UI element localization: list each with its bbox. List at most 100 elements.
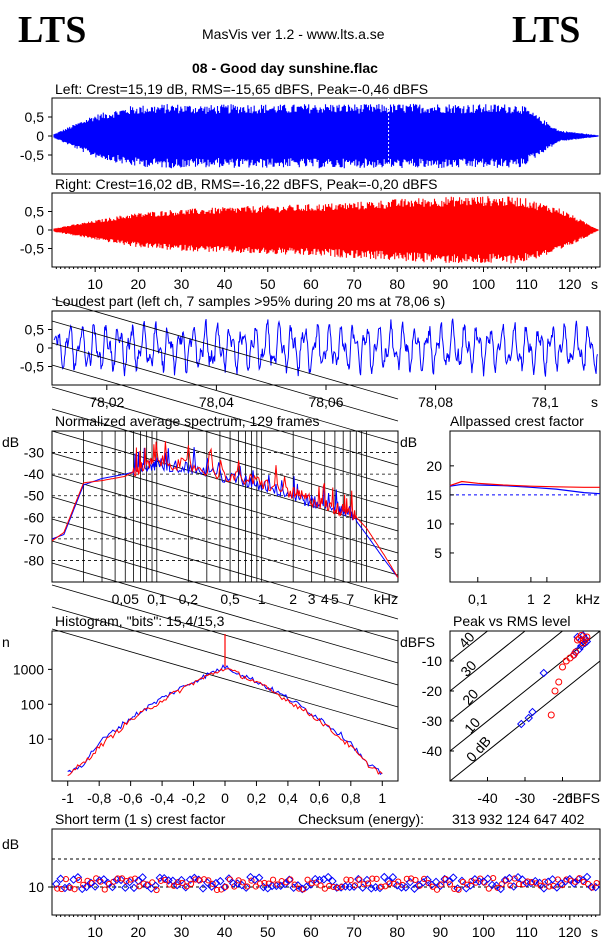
short-term-point-right <box>179 879 186 887</box>
short-term-point-right <box>118 875 126 882</box>
spectrum-ytick-label: -60 <box>24 509 44 525</box>
short-term-xtick-label: 110 <box>515 924 538 940</box>
short-term-point-left <box>86 878 96 888</box>
short-term-point-right <box>239 879 246 886</box>
short-term-point-right <box>373 875 380 882</box>
peak-rms-ylabel: dBFS <box>400 634 435 650</box>
short-term-point-left <box>500 875 510 885</box>
crest-xunit: kHz <box>576 591 600 607</box>
short-term-point-right <box>351 882 359 889</box>
spectrum-xtick-label: 3 <box>308 591 316 607</box>
short-term-point-right <box>326 882 333 890</box>
loudest-part-xtick-label: 78,04 <box>199 394 234 410</box>
peak-rms-point-right <box>562 657 570 665</box>
short-term-point-left <box>410 884 419 893</box>
short-term-point-left <box>99 875 109 884</box>
short-term-point-right <box>321 885 328 892</box>
histogram-xtick-label: -0,8 <box>87 790 111 806</box>
short-term-point-right <box>528 879 536 886</box>
right-waveform-xtick-label: 70 <box>346 276 362 292</box>
short-term-point-right <box>162 876 169 884</box>
short-term-xtick-label: 30 <box>174 924 190 940</box>
short-term-point-right <box>472 879 479 886</box>
spectrum-slope-line <box>51 320 399 422</box>
short-term-point-right <box>170 882 177 889</box>
peak-rms-xlabel: dBFS <box>565 790 600 806</box>
loudest-part-xtick-label: 78,02 <box>89 394 124 410</box>
short-term-point-left <box>198 884 208 893</box>
short-term-point-right <box>446 881 454 888</box>
peak-rms-point-right <box>555 678 563 686</box>
short-term-point-right <box>343 876 350 883</box>
short-term-xunit: s <box>591 924 598 940</box>
peak-rms-point-right <box>547 711 555 719</box>
crest-ytick-label: 15 <box>426 487 442 503</box>
peak-rms-point-right <box>551 687 559 695</box>
peak-rms-diagonal-label: 20 <box>459 686 481 708</box>
logo-left: LTS <box>18 9 87 51</box>
short-term-point-right <box>507 882 514 889</box>
short-term-point-right <box>550 882 557 889</box>
short-term-point-right <box>71 886 78 893</box>
peak-rms-diagonal <box>450 660 600 781</box>
short-term-xtick-label: 70 <box>346 924 362 940</box>
short-term-point-right <box>347 876 354 884</box>
histogram-series-left <box>67 664 383 776</box>
histogram-xtick-label: 0,2 <box>247 790 267 806</box>
short-term-point-left <box>509 882 518 891</box>
histogram-ylabel: n <box>2 634 10 650</box>
short-term-point-left <box>121 883 130 892</box>
short-term-xtick-label: 50 <box>260 924 276 940</box>
spectrum-ytick-label: -80 <box>24 552 44 568</box>
short-term-point-right <box>248 877 255 884</box>
crest-xtick-label: 1 <box>527 591 535 607</box>
short-term-point-left <box>138 873 147 882</box>
short-term-point-right <box>58 885 65 893</box>
short-term-crest-title: Short term (1 s) crest factor <box>55 811 226 827</box>
short-term-point-right <box>364 880 372 887</box>
spectrum-slope-line <box>51 518 399 620</box>
left-waveform-title: Left: Crest=15,19 dB, RMS=-15,65 dBFS, P… <box>55 81 429 97</box>
right-waveform-ytick-label: 0 <box>36 222 44 238</box>
short-term-point-right <box>295 885 303 892</box>
short-term-point-right <box>192 876 199 883</box>
left-waveform-ytick-label: -0,5 <box>20 147 44 163</box>
short-term-point-right <box>382 883 389 890</box>
histogram-xtick-label: 0 <box>221 790 229 806</box>
checksum-label: Checksum (energy): <box>298 811 425 827</box>
histogram-ytick-label: 1000 <box>13 661 44 677</box>
left-waveform-ytick-label: 0,5 <box>25 109 45 125</box>
spectrum-ytick-label: -30 <box>24 445 44 461</box>
short-term-point-left <box>552 883 562 892</box>
right-waveform-title: Right: Crest=16,02 dB, RMS=-16,22 dBFS, … <box>55 176 438 192</box>
short-term-point-right <box>559 882 566 889</box>
short-term-point-right <box>334 884 341 891</box>
crest-xtick-label: 2 <box>543 591 551 607</box>
crest-factor-title: Allpassed crest factor <box>450 413 584 429</box>
right-waveform-xtick-label: 20 <box>131 276 147 292</box>
peak-rms-diagonal-label: 30 <box>457 657 479 679</box>
spectrum-ylabel: dB <box>2 434 19 450</box>
short-term-point-right <box>140 880 147 887</box>
short-term-point-left <box>505 873 514 883</box>
short-term-point-left <box>518 875 527 884</box>
loudest-part-ytick-label: 0,5 <box>25 322 45 338</box>
peak-rms-xtick-label: -30 <box>515 790 535 806</box>
short-term-point-left <box>483 874 493 883</box>
checksum-value: 313 932 124 647 402 <box>452 811 585 827</box>
short-term-point-right <box>395 878 402 885</box>
histogram-xtick-label: -1 <box>62 790 75 806</box>
peak-rms-ytick-label: -30 <box>422 713 442 729</box>
crest-series-left <box>449 483 601 495</box>
spectrum-slope-line <box>51 628 399 730</box>
short-term-point-right <box>520 881 527 888</box>
histogram-xtick-label: -0,6 <box>119 790 143 806</box>
short-term-xtick-label: 90 <box>433 924 449 940</box>
crest-ytick-label: 10 <box>426 516 442 532</box>
short-term-point-right <box>490 874 497 882</box>
short-term-point-left <box>233 879 242 888</box>
peak-rms-diagonal <box>450 631 600 752</box>
peak-rms-point-left <box>528 707 537 717</box>
filename: 08 - Good day sunshine.flac <box>192 60 378 76</box>
short-term-point-right <box>464 881 471 888</box>
